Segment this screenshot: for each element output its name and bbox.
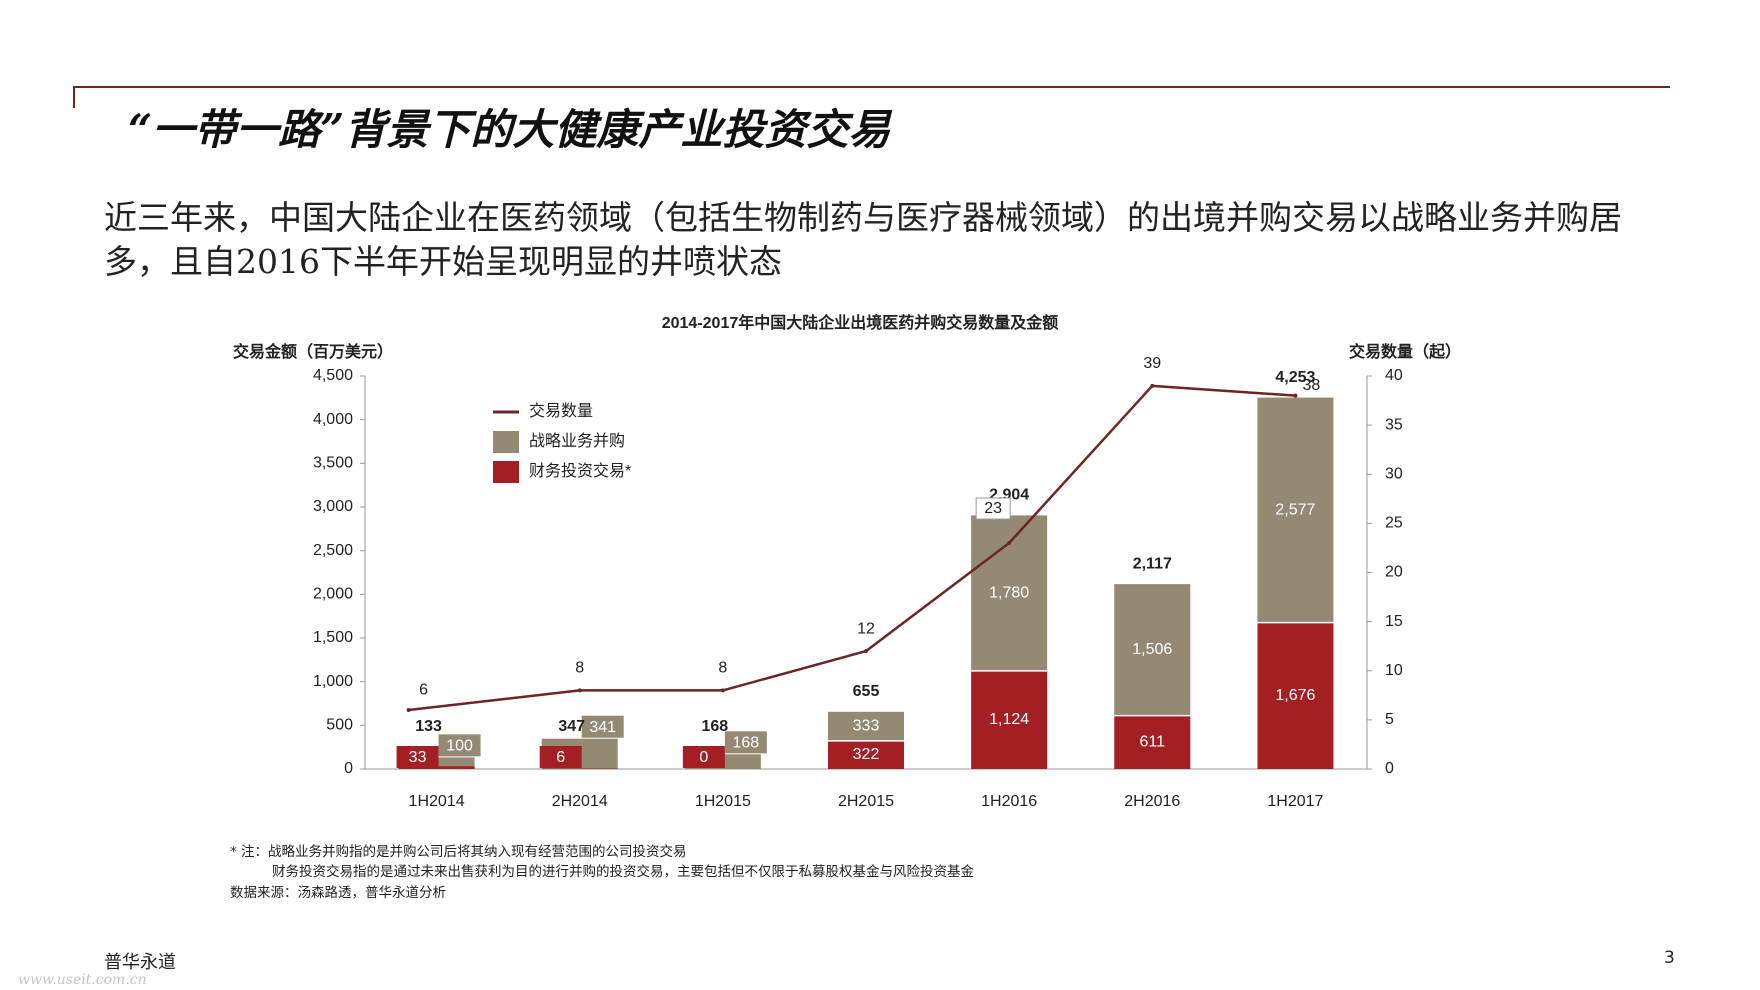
- line-point: [864, 649, 868, 654]
- bar-strategic-label: 1,506: [1132, 641, 1172, 658]
- bar-strategic: [1114, 584, 1191, 716]
- bar-total-label: 655: [853, 683, 880, 700]
- top-rule-tick: [73, 86, 75, 108]
- legend-deal-count: 交易数量: [529, 402, 593, 420]
- bar-financial-label: 6: [556, 749, 565, 766]
- left-tick-label: 2,000: [313, 586, 353, 603]
- line-point-label: 23: [984, 500, 1002, 517]
- page-number: 3: [1664, 948, 1675, 968]
- right-tick-label: 35: [1385, 416, 1403, 433]
- bar-strategic-callout: [438, 734, 481, 757]
- x-tick-label: 2H2015: [838, 793, 894, 810]
- line-point: [577, 688, 582, 693]
- right-axis-title: 交易数量（起）: [1349, 342, 1461, 361]
- left-tick-label: 0: [344, 760, 353, 777]
- note-financial: 财务投资交易指的是通过未来出售获利为目的进行并购的投资交易，主要包括但不仅限于私…: [272, 864, 974, 880]
- watermark: www.useit.com.cn: [18, 972, 147, 988]
- bar-strategic-label: 341: [589, 719, 616, 736]
- bar-total-label: 133: [415, 718, 442, 735]
- bar-strategic-label: 2,577: [1275, 501, 1315, 518]
- bar-financial-label: 0: [699, 749, 708, 766]
- legend-financial: 财务投资交易*: [529, 462, 631, 480]
- line-point: [1150, 383, 1155, 388]
- left-tick-label: 3,500: [313, 455, 353, 472]
- footer-brand: 普华永道: [104, 952, 176, 973]
- note-strategic: * 注：战略业务并购指的是并购公司后将其纳入现有经营范围的公司投资交易: [230, 844, 687, 860]
- legend-strategic-swatch: [493, 431, 519, 453]
- x-tick-label: 1H2017: [1267, 793, 1323, 810]
- right-tick-label: 0: [1385, 760, 1394, 777]
- bar-strategic-label: 100: [446, 738, 473, 755]
- bar-strategic-callout: [724, 731, 767, 754]
- right-tick-label: 10: [1385, 662, 1403, 679]
- x-tick-label: 2H2016: [1124, 793, 1180, 810]
- bar-financial: [1257, 622, 1334, 769]
- line-point: [720, 688, 725, 693]
- line-point-label-box: [975, 497, 1011, 520]
- bar-financial-label: 611: [1140, 734, 1166, 751]
- bar-total-label: 2,117: [1133, 555, 1172, 572]
- left-tick-label: 1,000: [313, 673, 353, 690]
- line-point-label: 38: [1303, 377, 1321, 394]
- bar-financial: [971, 670, 1048, 769]
- bar-financial-callout: [396, 746, 439, 768]
- bar-strategic-label: 333: [853, 718, 880, 735]
- bar-financial-label: 1,676: [1275, 687, 1315, 704]
- left-tick-label: 2,500: [313, 542, 353, 559]
- right-tick-label: 20: [1385, 564, 1403, 581]
- bar-financial-callout: [682, 746, 725, 768]
- line-point: [1293, 393, 1298, 398]
- bar-financial-callout: [539, 746, 582, 768]
- right-tick-label: 25: [1385, 515, 1403, 532]
- bar-financial: [541, 768, 618, 769]
- bar-total-label: 168: [702, 718, 729, 735]
- x-tick-label: 1H2016: [981, 793, 1037, 810]
- left-axis-title: 交易金额（百万美元）: [233, 342, 393, 361]
- left-tick-label: 1,500: [313, 629, 353, 646]
- line-point-label: 39: [1143, 355, 1161, 372]
- chart-title: 2014-2017年中国大陆企业出境医药并购交易数量及金额: [662, 313, 1059, 332]
- line-point-label: 8: [718, 660, 727, 677]
- x-tick-label: 2H2014: [552, 793, 608, 810]
- slide-title: “一带一路”背景下的大健康产业投资交易: [128, 105, 891, 154]
- bar-financial: [828, 740, 904, 769]
- right-tick-label: 15: [1385, 613, 1403, 630]
- line-point-label: 12: [857, 620, 875, 637]
- bar-strategic-label: 1,780: [989, 584, 1029, 601]
- bar-strategic: [1257, 397, 1334, 623]
- line-point: [406, 708, 411, 713]
- legend-financial-swatch: [493, 461, 519, 483]
- right-tick-label: 40: [1385, 367, 1403, 384]
- slide-subtitle: 近三年来，中国大陆企业在医药领域（包括生物制药与医疗器械领域）的出境并购交易以战…: [104, 198, 1622, 281]
- left-tick-label: 500: [326, 717, 353, 734]
- left-tick-label: 3,000: [313, 498, 353, 515]
- data-source: 数据来源：汤森路透，普华永道分析: [230, 885, 446, 901]
- line-point: [1007, 541, 1012, 546]
- legend-strategic: 战略业务并购: [529, 432, 625, 450]
- line-point-label: 8: [575, 660, 584, 677]
- x-tick-label: 1H2014: [409, 793, 465, 810]
- right-tick-label: 30: [1385, 465, 1403, 482]
- bar-financial-label: 1,124: [989, 711, 1029, 728]
- top-rule: [73, 86, 1670, 88]
- bar-total-label: 347: [558, 718, 585, 735]
- line-point-label: 6: [419, 681, 428, 698]
- bar-strategic-callout: [581, 715, 624, 738]
- bar-financial-label: 322: [853, 746, 880, 763]
- bar-strategic: [828, 711, 904, 741]
- left-tick-label: 4,500: [313, 367, 353, 384]
- bar-financial: [1114, 715, 1191, 769]
- right-tick-label: 5: [1385, 711, 1394, 728]
- left-tick-label: 4,000: [313, 411, 353, 428]
- bar-total-label: 4,253: [1275, 369, 1315, 386]
- bar-financial-label: 33: [409, 749, 427, 766]
- bar-strategic-label: 168: [733, 735, 760, 752]
- x-tick-label: 1H2015: [695, 793, 751, 810]
